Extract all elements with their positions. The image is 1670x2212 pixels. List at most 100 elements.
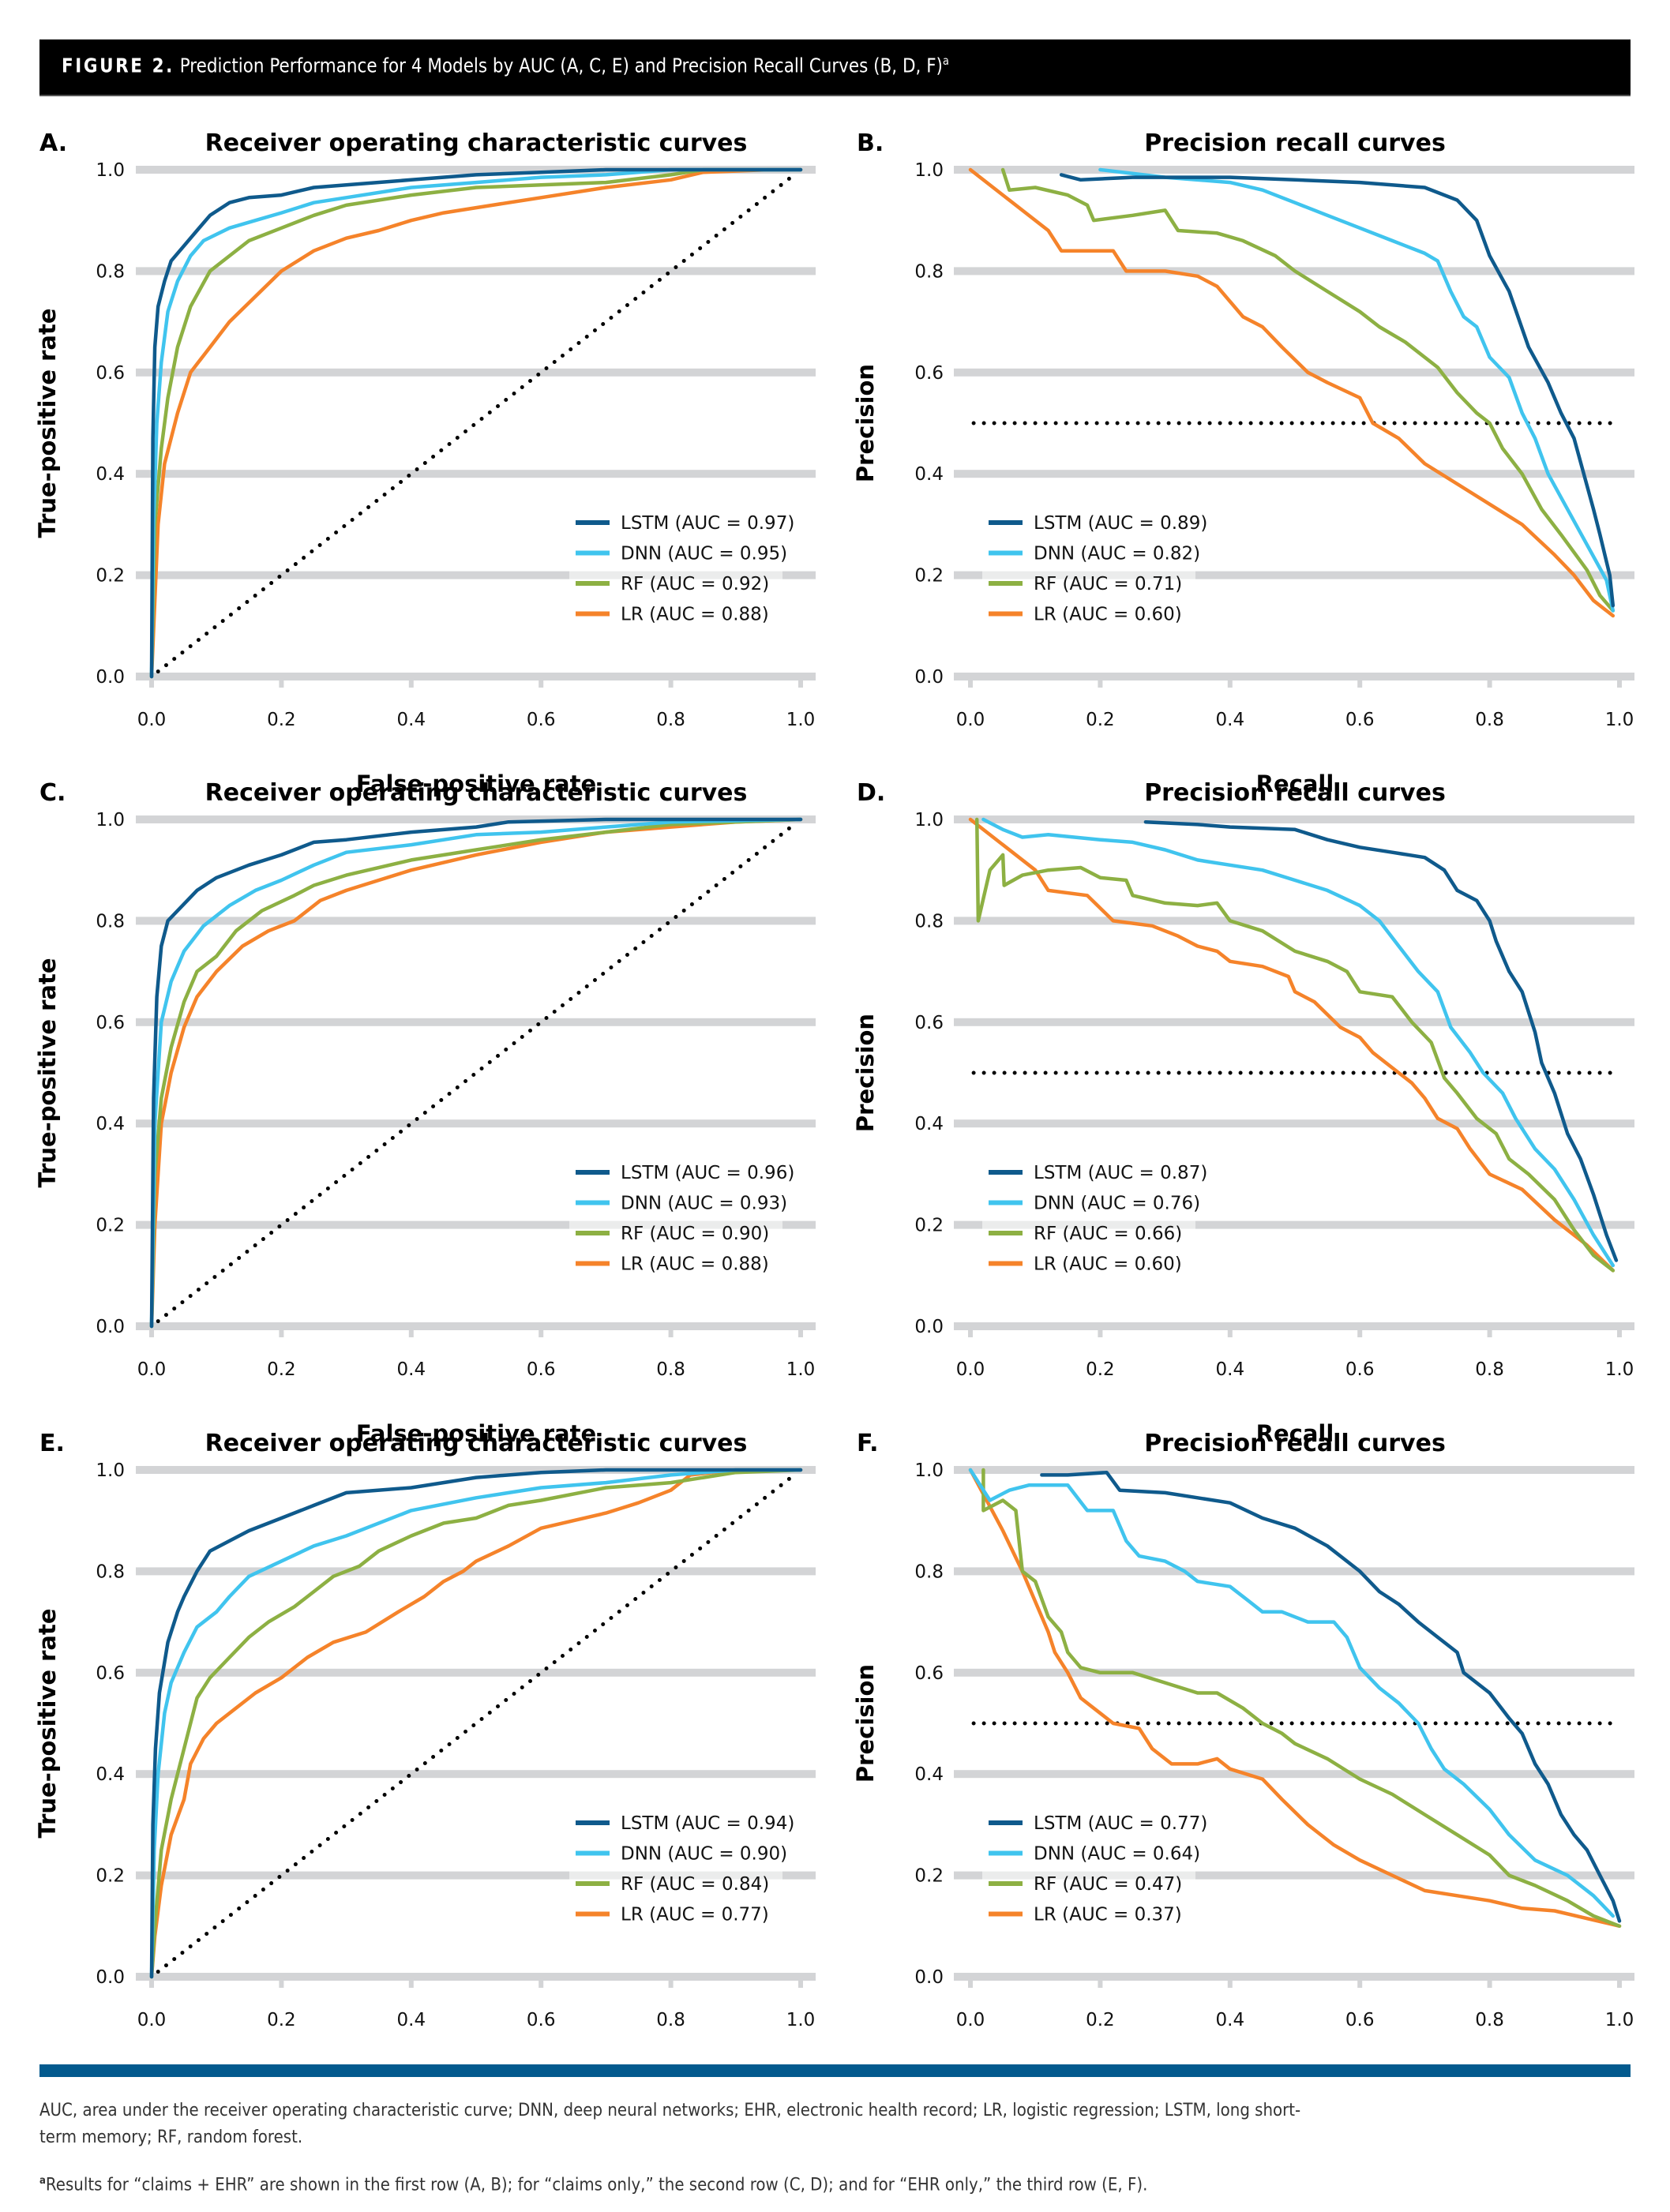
y-tick-label: 0.0 <box>914 1967 944 1988</box>
y-axis-title: Precision <box>852 1664 879 1783</box>
series-line-lstm <box>149 817 803 1329</box>
legend-label-dnn: DNN (AUC = 0.82) <box>1034 544 1200 564</box>
series-line-lr <box>149 167 803 679</box>
gridline <box>954 368 1634 377</box>
y-axis-title: True-positive rate <box>34 308 61 538</box>
legend-label-lstm: LSTM (AUC = 0.77) <box>1034 1813 1207 1834</box>
legend-label-lr: LR (AUC = 0.77) <box>621 1905 769 1925</box>
x-tick-mark <box>1487 1329 1492 1337</box>
series-line-lstm <box>149 167 803 679</box>
y-tick-label: 0.0 <box>914 1317 944 1337</box>
panel-letter: A. <box>39 129 67 157</box>
x-tick-mark <box>1357 680 1363 688</box>
x-tick-label: 0.8 <box>1475 2010 1504 2030</box>
y-tick-label: 0.4 <box>96 1114 125 1134</box>
y-tick-label: 0.4 <box>914 464 944 485</box>
x-tick-mark <box>1227 680 1233 688</box>
gridline <box>954 1322 1634 1330</box>
legend-label-dnn: DNN (AUC = 0.93) <box>621 1194 787 1214</box>
gridline <box>136 1770 816 1779</box>
legend-label-rf: RF (AUC = 0.71) <box>1034 574 1182 594</box>
legend-swatch-lr <box>576 611 610 617</box>
x-tick-label: 1.0 <box>786 1359 816 1380</box>
legend-label-dnn: DNN (AUC = 0.95) <box>621 544 787 564</box>
y-tick-label: 0.8 <box>914 261 944 282</box>
gridline <box>954 571 1634 579</box>
gridline <box>954 1018 1634 1026</box>
y-tick-label: 0.6 <box>914 1013 944 1033</box>
legend-swatch-lstm <box>576 1820 610 1825</box>
series-line-lstm <box>1040 1470 1622 1923</box>
x-tick-label: 0.6 <box>1345 710 1375 730</box>
legend-swatch-lstm <box>989 1170 1023 1175</box>
y-tick-label: 0.2 <box>96 1866 125 1887</box>
gridline <box>136 1466 816 1474</box>
panel-title: Receiver operating characteristic curves <box>205 1430 748 1457</box>
y-tick-label: 0.4 <box>96 1764 125 1785</box>
legend-background <box>982 1157 1195 1280</box>
x-tick-label: 0.0 <box>137 2010 167 2030</box>
x-tick-mark <box>279 1980 284 1988</box>
series-line-dnn <box>149 817 803 1329</box>
y-tick-label: 0.6 <box>96 1663 125 1684</box>
legend-swatch-lstm <box>989 520 1023 525</box>
x-tick-label: 0.2 <box>1086 710 1115 730</box>
gridline <box>136 1018 816 1026</box>
legend-swatch-dnn <box>576 1200 610 1205</box>
y-tick-label: 1.0 <box>96 160 125 181</box>
x-tick-mark <box>1487 680 1492 688</box>
series-line-rf <box>149 1468 803 1979</box>
gridline <box>136 1567 816 1576</box>
series-line-dnn <box>981 817 1616 1268</box>
x-tick-label: 0.8 <box>656 1359 685 1380</box>
x-axis-title: Recall <box>1256 770 1334 797</box>
x-tick-mark <box>1227 1980 1233 1988</box>
gridline <box>954 470 1634 478</box>
y-tick-label: 1.0 <box>914 810 944 830</box>
x-tick-label: 0.4 <box>397 1359 426 1380</box>
gridline <box>136 571 816 579</box>
legend-label-rf: RF (AUC = 0.84) <box>621 1874 769 1895</box>
gridline <box>954 1119 1634 1128</box>
x-tick-label: 1.0 <box>1605 710 1634 730</box>
chart-panel-a: A. Receiver operating characteristic curv… <box>34 129 816 797</box>
legend-label-rf: RF (AUC = 0.92) <box>621 574 769 594</box>
x-tick-label: 0.2 <box>267 2010 296 2030</box>
x-tick-label: 0.6 <box>527 2010 556 2030</box>
panel-letter: C. <box>39 779 66 807</box>
gridline <box>954 815 1634 823</box>
y-tick-label: 0.2 <box>96 566 125 587</box>
legend-label-rf: RF (AUC = 0.47) <box>1034 1874 1182 1895</box>
footer-note-text: Results for “claims + EHR” are shown in … <box>45 2175 1148 2195</box>
series-line-lr <box>149 1468 803 1979</box>
legend-label-lstm: LSTM (AUC = 0.87) <box>1034 1163 1207 1183</box>
panel-title: Precision recall curves <box>1144 129 1446 157</box>
x-axis-title: Recall <box>1256 1420 1334 1447</box>
x-tick-mark <box>279 680 284 688</box>
legend-label-lstm: LSTM (AUC = 0.94) <box>621 1813 794 1834</box>
legend-swatch-dnn <box>576 550 610 556</box>
y-tick-label: 0.8 <box>96 911 125 932</box>
x-tick-mark <box>1357 1980 1363 1988</box>
legend-background <box>982 1807 1195 1930</box>
series-line-dnn <box>968 1468 1616 1918</box>
legend-swatch-lstm <box>576 520 610 525</box>
y-tick-label: 0.2 <box>914 1216 944 1236</box>
chart-panel-c: C. Receiver operating characteristic curv… <box>34 779 816 1447</box>
legend-background <box>569 507 782 630</box>
panel-letter: F. <box>857 1430 878 1457</box>
y-tick-label: 0.4 <box>96 464 125 485</box>
panel-title: Precision recall curves <box>1144 1430 1446 1457</box>
series-line-rf <box>974 817 1616 1273</box>
gridline <box>136 1668 816 1677</box>
x-tick-label: 0.4 <box>397 2010 426 2030</box>
series-line-dnn <box>1098 167 1616 613</box>
gridline <box>136 1322 816 1330</box>
reference-diagonal-line <box>156 1472 797 1974</box>
footer-note: aResults for “claims + EHR” are shown in… <box>39 2168 1472 2199</box>
legend-swatch-lr <box>576 1911 610 1917</box>
legend-label-lstm: LSTM (AUC = 0.96) <box>621 1163 794 1183</box>
legend-swatch-lr <box>989 1261 1023 1266</box>
y-tick-label: 0.8 <box>96 1562 125 1582</box>
x-tick-mark <box>149 680 154 688</box>
